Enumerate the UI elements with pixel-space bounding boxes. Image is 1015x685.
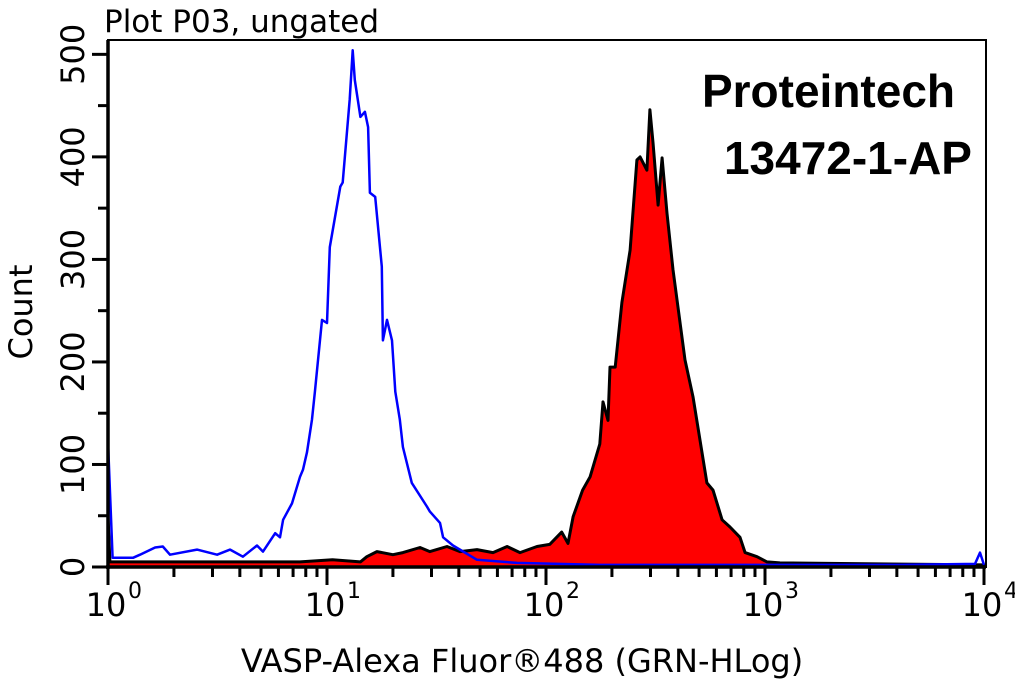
y-tick-label: 0 (54, 557, 92, 577)
x-axis-label: VASP-Alexa Fluor®488 (GRN-HLog) (241, 642, 803, 680)
annotation-brand: Proteintech (702, 65, 955, 117)
chart-title: Plot P03, ungated (104, 4, 379, 40)
x-tick-label-base: 10 (743, 586, 784, 624)
y-tick-label: 500 (54, 24, 92, 85)
histogram-series-1-line (106, 49, 986, 567)
x-tick-label-base: 10 (524, 586, 565, 624)
y-tick-label: 200 (54, 331, 92, 392)
plot-area (106, 49, 986, 569)
y-tick-label: 300 (54, 229, 92, 290)
y-tick-label: 400 (54, 126, 92, 187)
x-tick-label-exponent: 1 (347, 579, 361, 604)
y-axis-label: Count (2, 264, 40, 359)
x-tick-label-exponent: 4 (1004, 579, 1015, 604)
x-tick-label-exponent: 0 (128, 579, 142, 604)
x-tick-label-exponent: 3 (785, 579, 799, 604)
y-tick-label: 100 (54, 434, 92, 495)
plot-frame (107, 39, 987, 568)
x-tick-label-exponent: 2 (566, 579, 580, 604)
annotation-catalog-number: 13472-1-AP (724, 132, 972, 184)
x-tick-label-base: 10 (962, 586, 1003, 624)
histogram-series-0-filled (106, 108, 986, 569)
x-tick-label-base: 10 (305, 586, 346, 624)
x-tick-label-base: 10 (86, 586, 127, 624)
